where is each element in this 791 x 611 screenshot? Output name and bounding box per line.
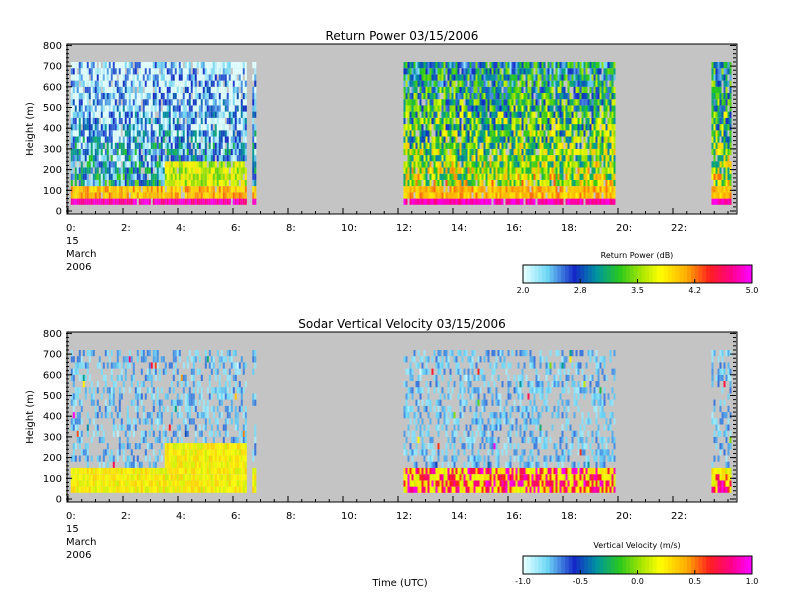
return-power-date-year: 2006 [66,262,91,273]
x-tick-label: 6: [231,511,241,522]
colorbar-tick-label: 0.5 [688,577,701,586]
vertical-velocity-date-year: 2006 [66,550,91,561]
return-power-axes: 0 100 200 300 400 500 600 700 800 0: 2: 4: 6: 8: 10: 12… [43,41,736,234]
return-power-title: Return Power 03/15/2006 [326,29,479,43]
return-power-panel: Return Power 03/15/2006 0 100 200 300 400 500… [25,29,758,295]
y-tick-label: 500 [43,103,62,114]
y-tick-label: 300 [43,432,62,443]
vertical-velocity-colorbar-label: Vertical Velocity (m/s) [593,541,680,550]
x-tick-label: 6: [231,223,241,234]
x-tick-label: 20: [616,223,632,234]
y-tick-label: 800 [43,329,62,340]
vertical-velocity-title: Sodar Vertical Velocity 03/15/2006 [298,317,505,331]
return-power-heatmap [70,62,732,205]
vertical-velocity-heatmap [70,350,732,493]
y-tick-label: 100 [43,474,62,485]
vertical-velocity-panel: Sodar Vertical Velocity 03/15/2006 0 100 2… [25,317,758,589]
colorbar-tick-label: 0.0 [631,577,644,586]
colorbar-tick-label: 4.2 [688,286,701,295]
vertical-velocity-axes: 0 100 200 300 400 500 600 700 800 0: 2: 4: 6: 8: 10: 12… [43,329,736,522]
return-power-date-day: 15 [66,236,79,247]
y-tick-label: 700 [43,350,62,361]
colorbar-tick-label: -1.0 [515,577,531,586]
x-tick-label: 0: [66,223,76,234]
vertical-velocity-y-axis-label: Height (m) [25,390,36,444]
x-tick-label: 8: [286,223,296,234]
y-tick-label: 300 [43,144,62,155]
x-tick-label: 14: [451,223,467,234]
colorbar-tick-label: 2.8 [574,286,587,295]
colorbar-tick-label: 2.0 [517,286,530,295]
return-power-colorbar-label: Return Power (dB) [601,251,674,260]
y-tick-label: 500 [43,391,62,402]
x-tick-label: 2: [121,223,131,234]
vertical-velocity-date-month: March [66,537,96,548]
x-axis-label: Time (UTC) [371,578,427,589]
return-power-colorbar: 2.0 2.8 3.5 4.2 5.0 [517,264,759,295]
y-tick-label: 800 [43,41,62,52]
x-tick-label: 0: [66,511,76,522]
x-tick-label: 4: [176,223,186,234]
x-tick-label: 4: [176,511,186,522]
colorbar-tick-label: 1.0 [746,577,759,586]
y-tick-label: 0 [56,207,62,218]
x-tick-label: 20: [616,511,632,522]
y-tick-label: 700 [43,62,62,73]
y-tick-label: 600 [43,370,62,381]
y-tick-label: 400 [43,412,62,423]
x-tick-label: 10: [341,223,357,234]
colorbar-tick-label: 5.0 [746,286,759,295]
vertical-velocity-date-day: 15 [66,524,79,535]
y-tick-label: 400 [43,124,62,135]
x-tick-label: 22: [671,223,687,234]
x-tick-label: 16: [506,223,522,234]
y-tick-label: 0 [56,495,62,506]
x-tick-label: 16: [506,511,522,522]
x-tick-label: 22: [671,511,687,522]
y-tick-label: 200 [43,453,62,464]
x-tick-label: 18: [561,511,577,522]
return-power-date-month: March [66,249,96,260]
x-tick-label: 12: [396,223,412,234]
x-tick-label: 14: [451,511,467,522]
x-tick-label: 10: [341,511,357,522]
y-tick-label: 600 [43,82,62,93]
colorbar-tick-label: 3.5 [631,286,644,295]
return-power-y-axis-label: Height (m) [25,102,36,156]
y-tick-label: 100 [43,186,62,197]
x-tick-label: 18: [561,223,577,234]
y-tick-label: 200 [43,165,62,176]
x-tick-label: 2: [121,511,131,522]
vertical-velocity-colorbar: -1.0 -0.5 0.0 0.5 1.0 [515,555,759,586]
x-tick-label: 8: [286,511,296,522]
colorbar-tick-label: -0.5 [572,577,588,586]
x-tick-label: 12: [396,511,412,522]
